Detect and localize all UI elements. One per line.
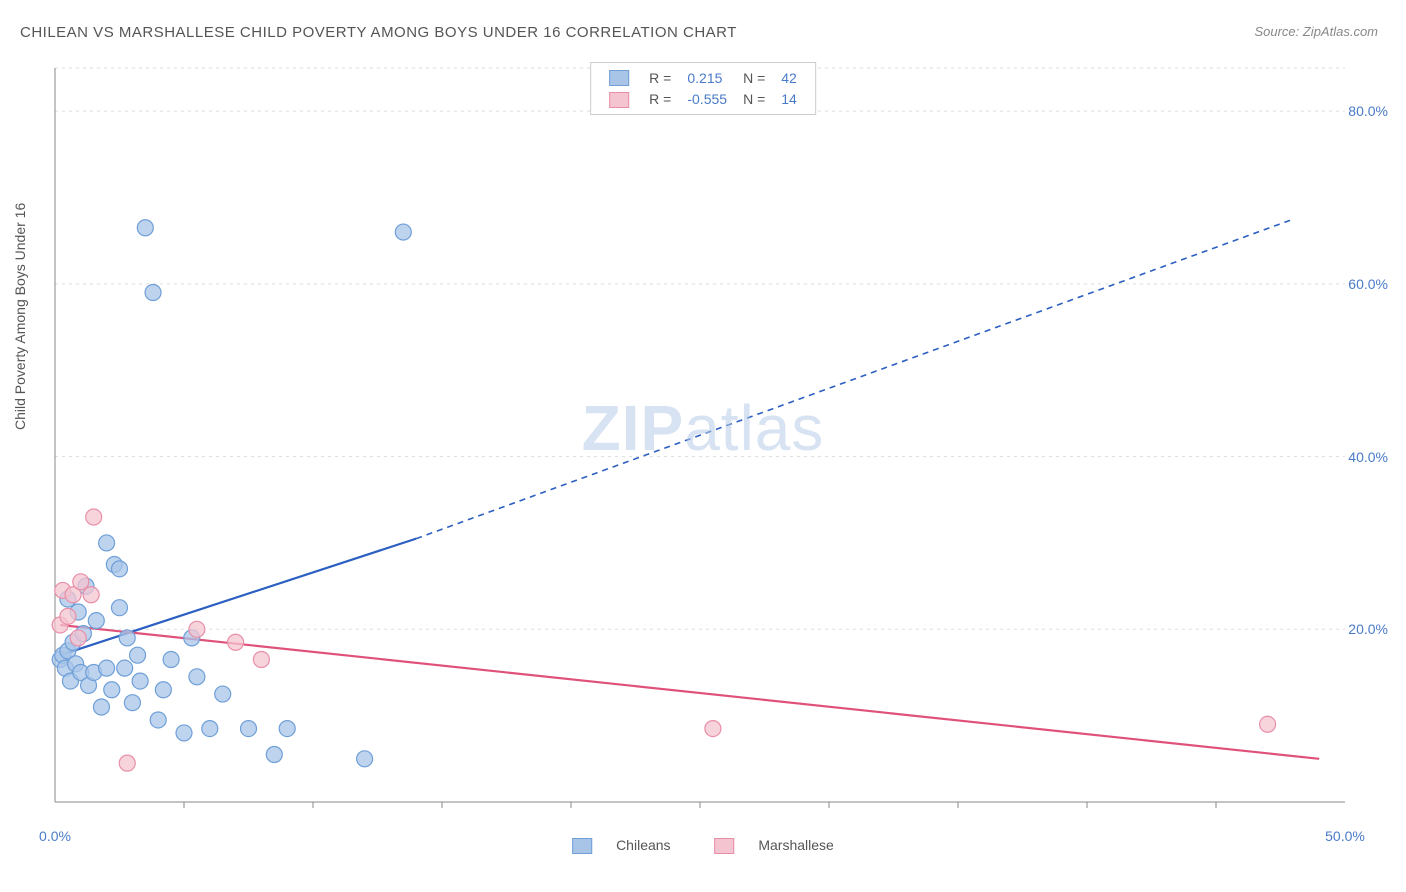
legend-row-marshallese: R = -0.555 N = 14 <box>601 88 805 109</box>
y-tick-label: 40.0% <box>1348 449 1388 465</box>
y-tick-label: 20.0% <box>1348 621 1388 637</box>
legend-label-marshallese: Marshallese <box>758 837 833 853</box>
x-tick-label: 50.0% <box>1325 828 1365 844</box>
legend-label-chileans: Chileans <box>616 837 670 853</box>
swatch-marshallese <box>609 92 629 108</box>
legend-item-marshallese: Marshallese <box>704 837 843 853</box>
x-tick-label: 0.0% <box>39 828 71 844</box>
n-label: N = <box>735 88 773 109</box>
n-value-chileans: 42 <box>773 67 805 88</box>
legend-item-chileans: Chileans <box>562 837 684 853</box>
r-value-chileans: 0.215 <box>679 67 735 88</box>
r-value-marshallese: -0.555 <box>679 88 735 109</box>
y-tick-label: 60.0% <box>1348 276 1388 292</box>
swatch-chileans <box>609 70 629 86</box>
source-attribution: Source: ZipAtlas.com <box>1254 24 1378 39</box>
swatch-marshallese-bottom <box>714 838 734 854</box>
scatter-plot <box>50 60 1370 820</box>
y-axis-label: Child Poverty Among Boys Under 16 <box>12 203 28 430</box>
r-label: R = <box>641 67 679 88</box>
n-value-marshallese: 14 <box>773 88 805 109</box>
swatch-chileans-bottom <box>572 838 592 854</box>
series-legend: Chileans Marshallese <box>552 837 854 854</box>
chart-title: CHILEAN VS MARSHALLESE CHILD POVERTY AMO… <box>20 24 737 41</box>
r-label: R = <box>641 88 679 109</box>
correlation-legend: R = 0.215 N = 42 R = -0.555 N = 14 <box>590 62 816 115</box>
legend-row-chileans: R = 0.215 N = 42 <box>601 67 805 88</box>
y-tick-label: 80.0% <box>1348 103 1388 119</box>
n-label: N = <box>735 67 773 88</box>
